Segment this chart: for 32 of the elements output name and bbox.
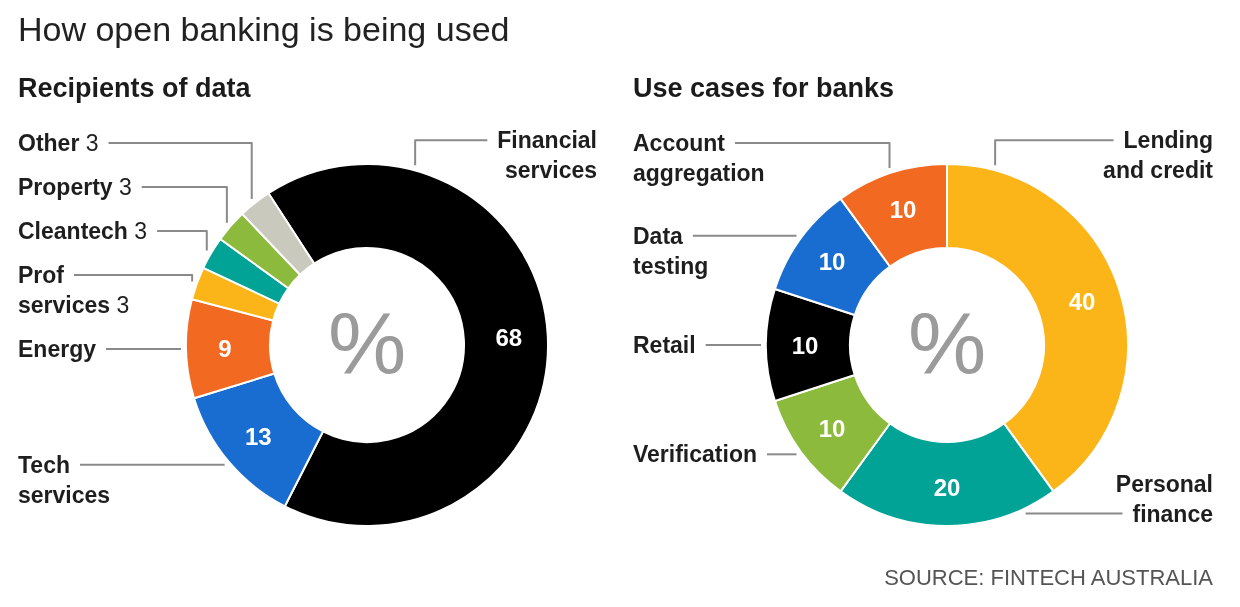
- chart-title: Use cases for banks: [633, 73, 895, 103]
- slice-label: Lending and credit: [1103, 127, 1214, 184]
- data-label: 3: [110, 292, 130, 319]
- data-label: 3: [112, 174, 132, 201]
- slice-label: Tech services: [18, 451, 111, 508]
- text: %: [907, 292, 987, 392]
- data-label: 10: [791, 331, 819, 359]
- slice-label: Other: [18, 130, 80, 157]
- slice-label: Personal finance: [1115, 470, 1214, 527]
- data-label: 10: [818, 248, 846, 276]
- data-label: 40: [1068, 287, 1096, 315]
- data-label: 13: [244, 422, 272, 450]
- data-label: 3: [127, 218, 148, 245]
- data-label: 9: [218, 334, 232, 362]
- data-label: 3: [79, 130, 99, 157]
- data-label: 10: [818, 414, 846, 442]
- source-note: SOURCE: FINTECH AUSTRALIA: [884, 564, 1214, 590]
- slice-label: Data testing: [633, 222, 709, 279]
- slice-label: Verification: [633, 441, 757, 468]
- chart-title: Recipients of data: [18, 73, 252, 103]
- data-label: 68: [495, 324, 523, 352]
- data-label: 20: [933, 473, 961, 501]
- slice-label: Prof services: [18, 262, 111, 319]
- slice-label: Property: [18, 174, 113, 201]
- text: How open banking is being used: [18, 10, 510, 48]
- slice-label: Financial services: [497, 127, 598, 184]
- data-label: 10: [889, 196, 917, 224]
- slice-label: Account aggregation: [633, 130, 765, 187]
- slice-label: Retail: [633, 332, 696, 358]
- slice-label: Energy: [18, 336, 97, 363]
- text: %: [327, 292, 407, 392]
- slice-label: Cleantech: [18, 218, 128, 245]
